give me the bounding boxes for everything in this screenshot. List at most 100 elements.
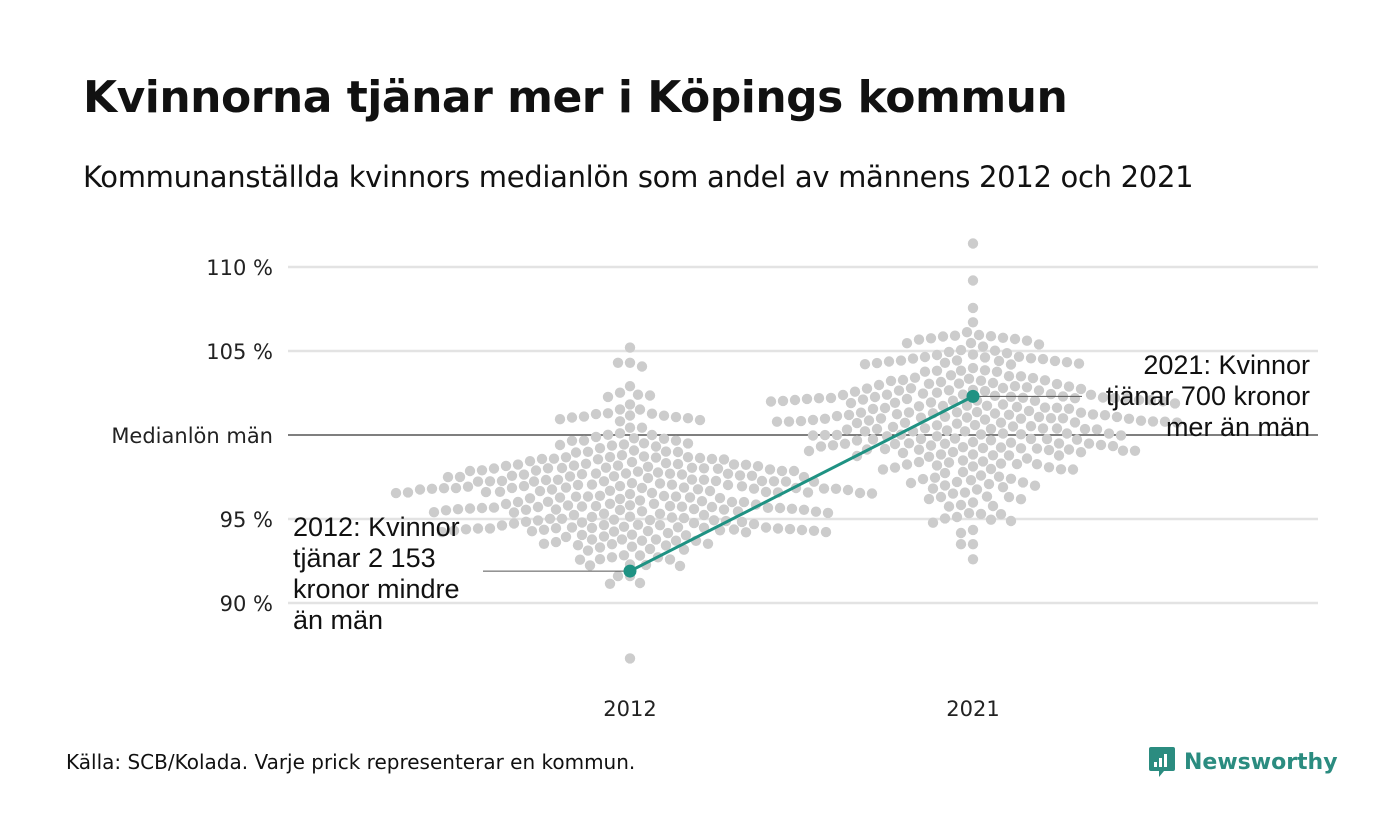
municipality-dot [604, 451, 616, 463]
municipality-dot [672, 458, 684, 470]
municipality-dot [867, 403, 879, 415]
municipality-dot [556, 513, 568, 524]
municipality-dot [1005, 515, 1017, 527]
municipality-dot [696, 496, 708, 507]
municipality-dot [602, 408, 614, 419]
municipality-dot [869, 391, 881, 403]
highlight-point [623, 564, 637, 578]
municipality-dot [1079, 423, 1091, 435]
municipality-dot [1023, 405, 1035, 417]
municipality-dot [913, 401, 925, 412]
municipality-dot [1067, 464, 1079, 475]
municipality-dot [618, 550, 630, 561]
municipality-dot [1029, 395, 1041, 406]
municipality-dot [931, 420, 943, 431]
municipality-dot [975, 470, 987, 481]
municipality-dot [670, 535, 682, 546]
municipality-dot [484, 523, 496, 534]
source-note: Källa: SCB/Kolada. Varje prick represent… [66, 750, 636, 774]
municipality-dot [895, 355, 907, 366]
municipality-dot [706, 453, 718, 465]
municipality-dot [1031, 443, 1043, 454]
municipality-dots [390, 238, 1183, 664]
municipality-dot [594, 542, 606, 553]
municipality-dot [670, 411, 682, 423]
municipality-dot [1159, 416, 1171, 427]
y-tick-label: 90 % [220, 592, 273, 616]
municipality-dot [626, 456, 638, 468]
municipality-dot [1103, 428, 1115, 439]
municipality-dot [863, 415, 875, 426]
municipality-dot [760, 486, 772, 498]
municipality-dot [967, 461, 979, 472]
municipality-dot [676, 501, 688, 512]
municipality-dot [913, 444, 925, 455]
municipality-dot [1005, 473, 1017, 484]
municipality-dot [642, 525, 654, 537]
municipality-dot [592, 454, 604, 465]
municipality-dot [897, 374, 909, 386]
municipality-dot [1051, 402, 1063, 413]
municipality-dot [1027, 372, 1039, 384]
municipality-dot [614, 480, 626, 492]
municipality-dot [923, 378, 935, 389]
municipality-dot [1169, 398, 1181, 409]
municipality-dot [672, 446, 684, 458]
municipality-dot [574, 554, 586, 565]
x-tick-label: 2012 [603, 697, 656, 721]
municipality-dot [979, 385, 991, 397]
municipality-dot [530, 465, 542, 476]
municipality-dot [784, 523, 796, 535]
municipality-dot [624, 488, 636, 500]
municipality-dot [636, 482, 648, 494]
municipality-dot [1087, 409, 1099, 420]
municipality-dot [632, 519, 644, 530]
municipality-dot [570, 491, 582, 502]
municipality-dot [925, 333, 937, 344]
municipality-dot [1039, 375, 1051, 386]
municipality-dot [1015, 429, 1027, 440]
municipality-dot [1107, 440, 1119, 452]
municipality-dot [955, 365, 967, 376]
municipality-dot [428, 507, 440, 518]
municipality-dot [885, 375, 897, 387]
municipality-dot [989, 390, 1001, 401]
municipality-dot [642, 461, 654, 472]
municipality-dot [496, 520, 508, 531]
municipality-dot [1045, 413, 1057, 424]
municipality-dot [450, 482, 462, 494]
municipality-dot [1037, 423, 1049, 434]
municipality-dot [783, 416, 795, 427]
municipality-dot [1053, 438, 1065, 449]
municipality-dot [594, 554, 606, 565]
municipality-dot [927, 517, 939, 528]
municipality-dot [939, 513, 951, 524]
municipality-dot [560, 531, 572, 543]
municipality-dot [820, 526, 832, 538]
municipality-dot [917, 388, 929, 399]
municipality-dot [636, 361, 648, 372]
municipality-dot [452, 504, 464, 515]
municipality-dot [564, 471, 576, 482]
municipality-dot [985, 331, 997, 342]
municipality-dot [512, 496, 524, 508]
municipality-dot [859, 359, 871, 370]
municipality-dot [660, 458, 672, 469]
municipality-dot [476, 465, 488, 476]
municipality-dot [813, 393, 825, 404]
municipality-dot [889, 462, 901, 473]
municipality-dot [500, 498, 512, 510]
municipality-dot [997, 482, 1009, 493]
municipality-dot [728, 459, 740, 470]
municipality-dot [626, 541, 638, 552]
municipality-dot [985, 423, 997, 435]
municipality-dot [518, 480, 530, 492]
municipality-dot [901, 459, 913, 470]
municipality-dot [612, 570, 624, 582]
municipality-dot [460, 524, 472, 535]
annotation-line: kronor mindre [293, 574, 460, 604]
municipality-dot [590, 431, 602, 443]
municipality-dot [975, 375, 987, 386]
municipality-dot [973, 329, 985, 341]
municipality-dot [624, 500, 636, 511]
